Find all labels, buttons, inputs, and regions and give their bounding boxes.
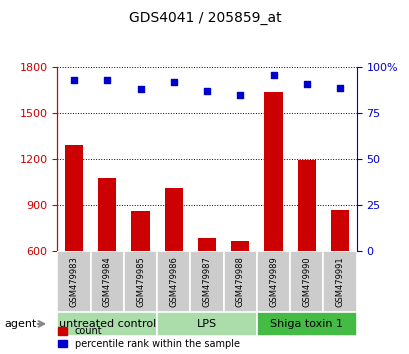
Bar [57,251,90,312]
Point [104,77,110,83]
Point [71,77,77,83]
Bar [157,251,190,312]
Point [170,79,177,85]
Bar [157,312,256,336]
Legend: count, percentile rank within the sample: count, percentile rank within the sample [58,326,239,349]
Bar [330,210,348,251]
Bar [256,312,356,336]
Bar [90,251,124,312]
Text: GSM479988: GSM479988 [235,256,244,307]
Text: untreated control: untreated control [58,319,155,329]
Bar [297,160,315,251]
Bar [98,178,116,251]
Point [137,86,144,92]
Bar [223,251,256,312]
Bar [190,251,223,312]
Bar [57,312,157,336]
Text: agent: agent [4,319,36,329]
Bar [124,251,157,312]
Point [270,72,276,78]
Point [303,81,309,87]
Text: GSM479985: GSM479985 [136,256,145,307]
Text: GSM479989: GSM479989 [268,256,277,307]
Bar [164,188,182,251]
Text: GSM479983: GSM479983 [70,256,79,307]
Text: Shiga toxin 1: Shiga toxin 1 [270,319,342,329]
Bar [323,251,356,312]
Bar [65,145,83,251]
Text: LPS: LPS [196,319,217,329]
Bar [131,211,149,251]
Text: GDS4041 / 205859_at: GDS4041 / 205859_at [128,11,281,25]
Point [336,85,342,90]
Bar [256,251,290,312]
Text: GSM479990: GSM479990 [301,256,310,307]
Text: GSM479987: GSM479987 [202,256,211,307]
Point [236,92,243,98]
Bar [198,238,216,251]
Text: GSM479984: GSM479984 [103,256,112,307]
Text: GSM479986: GSM479986 [169,256,178,307]
Point [203,88,210,94]
Bar [290,251,323,312]
Bar [264,92,282,251]
Bar [231,241,249,251]
Text: GSM479991: GSM479991 [335,256,344,307]
